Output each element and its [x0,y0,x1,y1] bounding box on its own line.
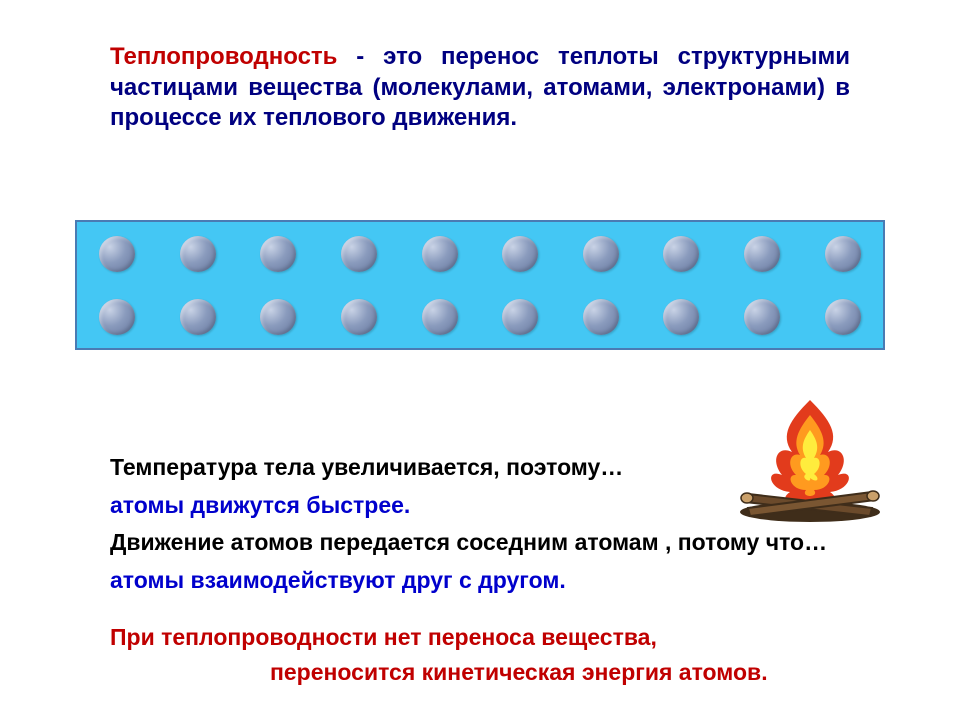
atom-dot [502,236,538,272]
atom-dot [99,299,135,335]
conclusion-block: При теплопроводности нет переноса вещест… [110,620,870,689]
slide: Теплопроводность - это перенос теплоты с… [0,0,960,720]
atom-row [77,285,883,348]
atom-dot [260,299,296,335]
atom-dot [341,299,377,335]
body-text-block: Температура тела увеличивается, поэтому…… [110,450,870,601]
atom-dot [422,299,458,335]
atom-dot [422,236,458,272]
conclusion-line-2: переносится кинетическая энергия атомов. [110,655,870,690]
atom-dot [663,299,699,335]
atom-dot [744,299,780,335]
atom-dot [825,299,861,335]
atom-row [77,222,883,285]
atom-dot [341,236,377,272]
body-line-4: атомы взаимодействуют друг с другом. [110,563,870,599]
atom-dot [583,299,619,335]
body-line-3: Движение атомов передается соседним атом… [110,525,870,561]
atom-dot [502,299,538,335]
atom-dot [744,236,780,272]
atom-dot [825,236,861,272]
body-line-1: Температура тела увеличивается, поэтому… [110,450,870,486]
atom-dot [583,236,619,272]
atom-dot [180,236,216,272]
atoms-bar [75,220,885,350]
term-word: Теплопроводность [110,43,337,70]
atom-dot [260,236,296,272]
atom-dot [180,299,216,335]
atom-dot [663,236,699,272]
conclusion-line-1: При теплопроводности нет переноса вещест… [110,620,870,655]
atom-dot [99,236,135,272]
body-line-2: атомы движутся быстрее. [110,488,870,524]
definition-paragraph: Теплопроводность - это перенос теплоты с… [110,42,850,134]
